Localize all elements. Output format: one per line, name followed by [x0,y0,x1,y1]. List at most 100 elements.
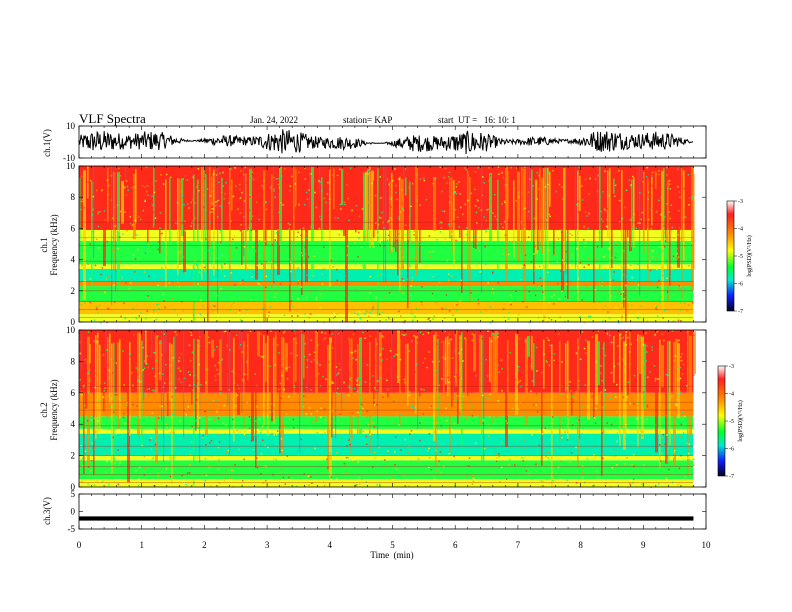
spectrogram-speckle [396,307,399,310]
spectrogram-speckle [667,295,670,297]
spectrogram-speckle [467,465,470,467]
spectrogram-speckle [176,333,178,336]
spectrogram-speckle [654,281,656,284]
spectrogram-speckle [415,453,418,456]
spectrogram-speckle [298,203,300,206]
spectrogram-speckle [594,289,597,291]
spectrogram-speckle [513,464,516,466]
spectrogram-speckle [304,203,306,206]
spectrogram-speckle [671,229,673,232]
spectrogram-speckle [404,224,407,227]
spectrogram-speckle [101,267,104,269]
spectrogram-speckle [159,227,161,230]
spectrogram-speckle [641,351,644,353]
spectrogram-speckle [647,228,649,230]
spectrogram-speckle [374,387,376,389]
spectrogram-speckle [215,204,217,207]
spectrogram-speckle [509,351,512,354]
spectrogram-speckle [431,359,434,362]
spectrogram-speckle [691,195,694,197]
spectrogram-speckle [102,354,105,356]
spectrogram-speckle [647,376,649,379]
spectrogram-speckle [688,459,691,461]
spectrogram-streak [659,339,661,469]
spectrogram-speckle [419,422,421,424]
spectrogram-speckle [623,298,625,300]
spectrogram-speckle [289,258,291,261]
spectrogram-speckle [325,258,328,260]
spectrogram-speckle [386,379,388,382]
spectrogram-speckle [197,283,199,285]
spectrogram-speckle [95,415,98,417]
spectrogram-speckle [382,347,384,350]
spectrogram-speckle [107,376,109,379]
spectrogram-speckle [555,428,558,431]
y-tick-label: 0 [71,317,76,327]
spectrogram-speckle [616,411,618,413]
spectrogram-speckle [260,333,262,335]
spectrogram-speckle [584,178,587,181]
spectrogram-speckle [572,400,575,403]
spectrogram-speckle [641,299,643,301]
spectrogram-speckle [454,375,456,378]
spectrogram-speckle [656,315,659,317]
spectrogram-speckle [162,183,165,185]
spectrogram-speckle [274,296,276,298]
x-tick-label: 5 [390,540,395,550]
spectrogram-streak [213,169,215,276]
spectrogram-speckle [355,311,358,313]
spectrogram-speckle [558,478,561,480]
spectrogram-speckle [89,278,91,280]
spectrogram-speckle [313,419,315,422]
spectrogram-speckle [658,245,661,248]
spectrogram-speckle [510,294,512,297]
spectrogram-speckle [576,247,578,250]
spectrogram-speckle [147,366,150,369]
spectrogram-speckle [581,185,583,187]
spectrogram-speckle [189,359,192,362]
spectrogram-streak [397,330,400,383]
spectrogram-streak [541,344,543,466]
spectrogram-speckle [578,425,581,428]
spectrogram-speckle [435,301,437,304]
spectrogram-speckle [670,276,672,278]
spectrogram-speckle [167,475,170,477]
spectrogram-speckle [365,435,367,438]
spectrogram-speckle [304,313,306,315]
spectrogram-speckle [87,337,90,339]
spectrogram-speckle [618,221,621,223]
spectrogram-speckle [294,392,296,395]
spectrogram-speckle [104,218,106,221]
spectrogram-speckle [283,314,286,317]
spectrogram-speckle [350,351,352,354]
spectrogram-speckle [374,292,376,294]
spectrogram-speckle [172,297,174,300]
spectrogram-speckle [679,429,682,431]
spectrogram-band [79,314,694,322]
spectrogram-speckle [275,178,277,180]
spectrogram-speckle [254,373,257,375]
spectrogram-speckle [221,283,224,285]
spectrogram-speckle [594,178,597,181]
spectrogram-speckle [143,245,146,248]
spectrogram-speckle [291,175,293,178]
spectrogram-streak [95,335,97,439]
spectrogram-speckle [409,306,412,309]
spectrogram-speckle [256,191,258,194]
spectrogram-speckle [441,307,444,310]
spectrogram-speckle [498,269,501,272]
spectrogram-speckle [557,282,559,285]
spectrogram-speckle [362,430,365,433]
spectrogram-streak [335,330,337,439]
spectrogram-speckle [157,417,160,419]
spectrogram-speckle [587,227,589,230]
spectrogram-speckle [485,244,488,246]
spectrogram-speckle [342,395,345,398]
spectrogram-speckle [137,379,140,382]
spectrogram-speckle [235,247,238,249]
spectrogram-speckle [682,418,684,420]
spectrogram-streak [491,331,493,423]
spectrogram-speckle [472,330,475,332]
spectrogram-speckle [303,355,306,358]
spectrogram-speckle [604,305,607,307]
